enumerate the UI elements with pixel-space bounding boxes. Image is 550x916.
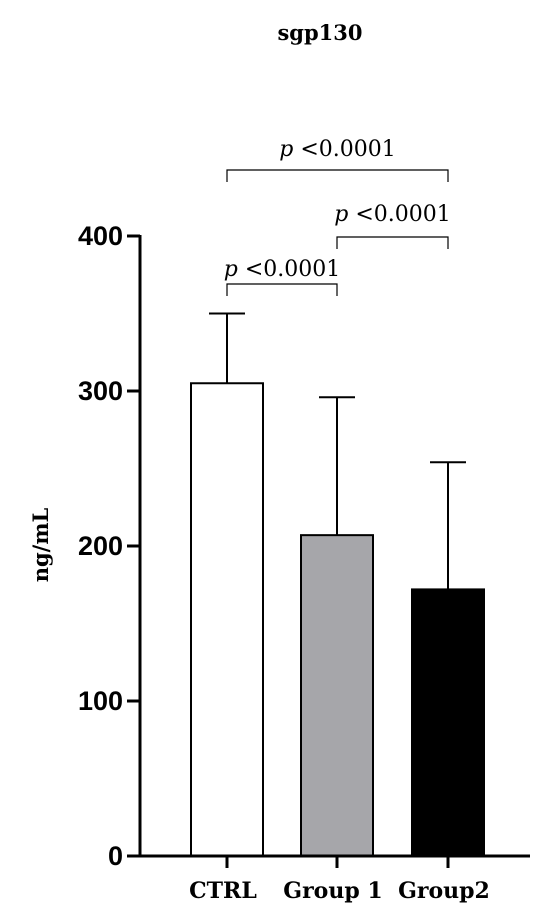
y-tick-label-4: 400: [78, 221, 123, 251]
y-tick-label-2: 200: [78, 531, 123, 561]
bar-0: [190, 382, 264, 857]
y-axis-label: ng/mL: [28, 507, 53, 582]
significance-bracket-2: [226, 169, 449, 182]
significance-bracket-0: [226, 283, 338, 296]
y-tick-label-0: 0: [108, 841, 123, 871]
p-value-label-1: p <0.0001: [334, 202, 451, 227]
p-value-label-2: p <0.0001: [279, 137, 396, 162]
p-value-label-0: p <0.0001: [224, 257, 341, 282]
significance-bracket-1: [336, 236, 449, 249]
x-tick-label-1: Group 1: [283, 878, 382, 904]
bar-1: [300, 534, 374, 858]
x-tick-label-0: CTRL: [189, 878, 257, 904]
x-tick-label-2: Group2: [398, 878, 490, 904]
y-tick-label-1: 100: [78, 686, 123, 716]
chart-title: sgp130: [277, 20, 362, 45]
bar-2: [411, 588, 485, 858]
y-tick-label-3: 300: [78, 376, 123, 406]
